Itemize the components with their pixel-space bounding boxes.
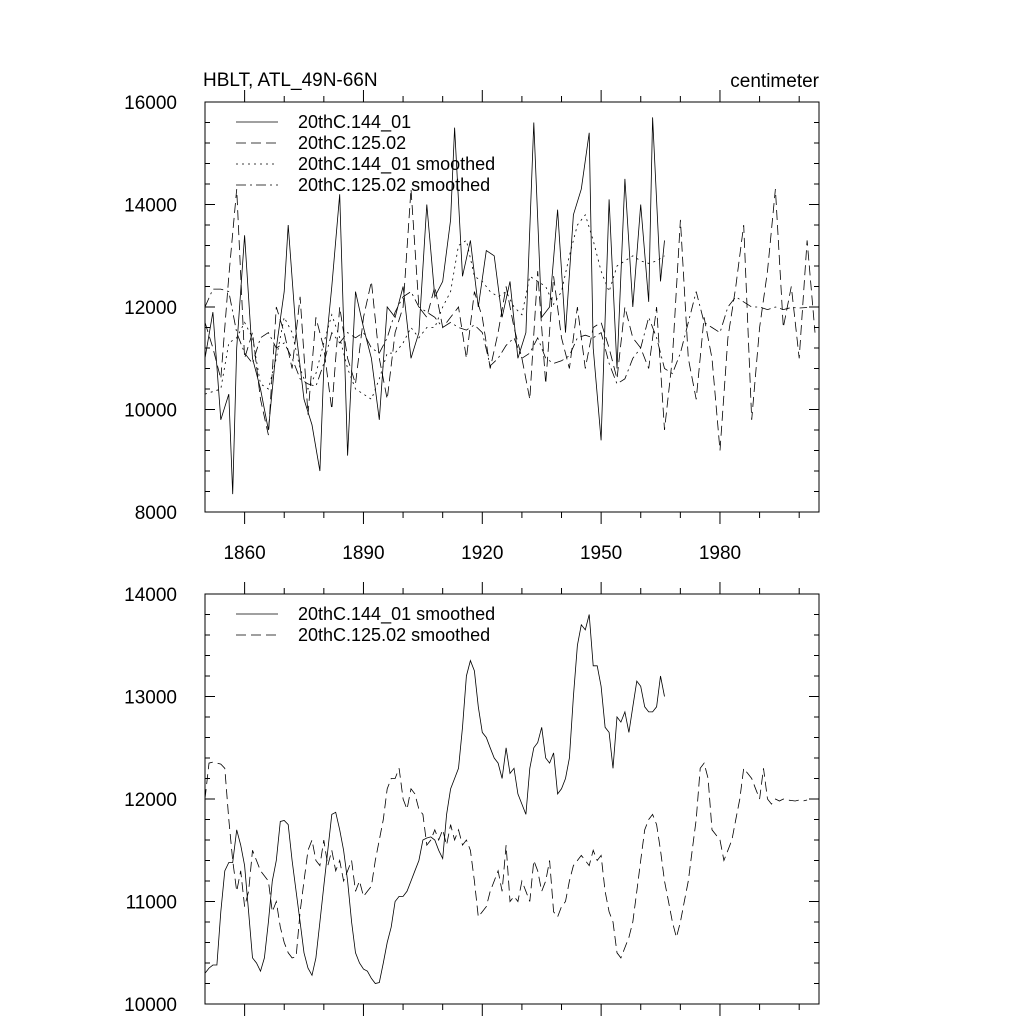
chart-title: HBLT, ATL_49N-66N — [203, 70, 378, 91]
panel-top-y-tick-label: 16000 — [124, 93, 177, 114]
panel-top-series-line-4 — [204, 288, 808, 387]
panel-bottom-y-tick-label: 12000 — [124, 790, 177, 811]
panel-top-legend-label-2: 20thC.125.02 — [298, 133, 406, 153]
panel-top-y-tick-label: 8000 — [135, 503, 177, 524]
panel-bottom-series-line-2 — [204, 761, 808, 959]
bottom-panel: 10000 11000 12000 13000 14000 20thC.144_01 sm… — [124, 582, 820, 1016]
panel-top-y-tick-label: 10000 — [124, 401, 177, 422]
top-panel: 8000 10000 12000 14000 16000 1860 1890 1920 1950… — [124, 70, 820, 564]
panel-top-x-tick-label: 1980 — [699, 543, 741, 564]
panel-top-legend-label-3: 20thC.144_01 smoothed — [298, 154, 495, 175]
panel-top-legend-label-4: 20thC.125.02 smoothed — [298, 175, 490, 195]
panel-top-x-tick-label: 1890 — [342, 543, 384, 564]
panel-top-series-line-1 — [204, 117, 665, 495]
panel-bottom-legend-label-1: 20thC.144_01 smoothed — [298, 604, 495, 625]
panel-top-x-tick-label: 1950 — [580, 543, 622, 564]
panel-bottom-y-tick-label: 14000 — [124, 585, 177, 606]
panel-top-x-tick-label: 1860 — [223, 543, 265, 564]
panel-top-x-tick-label: 1920 — [461, 543, 503, 564]
panel-bottom-legend-label-2: 20thC.125.02 smoothed — [298, 625, 490, 645]
panel-top-y-tick-label: 12000 — [124, 298, 177, 319]
panel-bottom-plot-frame — [204, 593, 820, 1005]
panel-top-series-line-3 — [204, 213, 665, 400]
panel-bottom-y-tick-label: 10000 — [124, 995, 177, 1016]
panel-bottom-y-tick-label: 11000 — [126, 893, 177, 914]
panel-bottom-series-line-1 — [204, 614, 665, 984]
panel-top-legend-label-1: 20thC.144_01 — [298, 112, 411, 133]
panel-top-y-tick-label: 14000 — [124, 196, 177, 217]
panel-bottom-y-tick-label: 13000 — [124, 688, 177, 709]
units-label: centimeter — [730, 71, 819, 92]
panel-top-series-line-2 — [204, 189, 816, 451]
